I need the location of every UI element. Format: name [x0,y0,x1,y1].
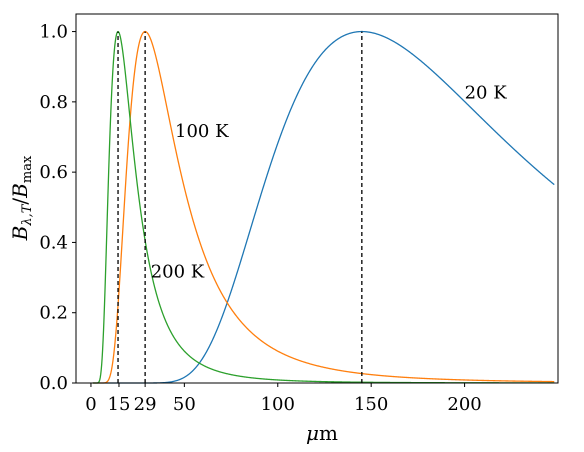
annotation-1: 100 K [175,121,229,142]
y-tick-label: 0.8 [39,92,68,113]
y-axis-label-base: B [8,226,32,242]
y-tick-label: 0.0 [39,373,68,394]
y-axis-ticks: 0.0 0.2 0.4 0.6 0.8 1.0 [39,22,76,394]
y-tick-label: 0.6 [39,162,68,183]
peak-markers-group [117,31,363,383]
annotation-0: 20 K [465,82,508,103]
x-tick-label: 200 [447,394,481,415]
y-tick-label: 1.0 [39,22,68,43]
annotations-group: 20 K 100 K 200 K [151,82,507,282]
y-axis-label-base2: B [8,183,32,199]
plot-frame [75,13,559,384]
x-tick-label: 15 [108,394,131,415]
x-tick-label: 29 [134,394,157,415]
y-axis-label-sub: λ,T [20,203,35,226]
y-tick-label: 0.2 [39,303,68,324]
x-axis-label: μm [306,421,338,445]
y-axis-label-sub2: max [20,155,35,183]
x-axis-ticks: 0 15 29 50 100 150 200 [85,383,482,415]
y-axis-label-sep: / [8,198,32,205]
x-tick-label: 50 [173,394,196,415]
y-tick-label: 0.4 [39,232,68,253]
series-line-100k [92,30,555,384]
x-tick-label: 150 [354,394,388,415]
x-axis-label-var: μ [306,421,319,445]
annotation-2: 200 K [151,262,205,283]
x-tick-label: 100 [261,394,295,415]
y-axis-label: Bλ,T/Bmax [8,155,35,241]
x-axis-label-unit: m [319,421,338,445]
x-tick-label: 0 [85,394,96,415]
series-line-20k [92,30,555,384]
